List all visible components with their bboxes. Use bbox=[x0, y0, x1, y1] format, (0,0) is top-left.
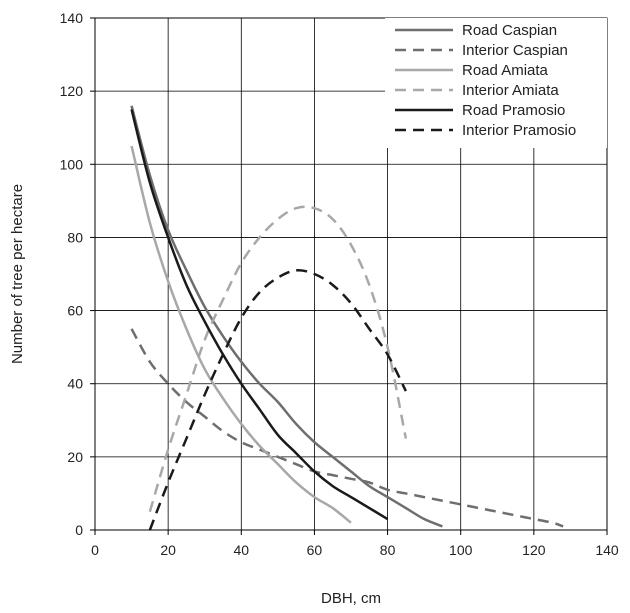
legend-label-interior-caspian: Interior Caspian bbox=[462, 42, 568, 59]
y-tick-label: 20 bbox=[67, 449, 83, 465]
legend-label-road-caspian: Road Caspian bbox=[462, 22, 557, 39]
y-axis-title: Number of tree per hectare bbox=[9, 184, 26, 364]
x-tick-label: 20 bbox=[160, 542, 176, 558]
y-tick-label: 120 bbox=[60, 83, 84, 99]
x-tick-label: 80 bbox=[380, 542, 396, 558]
series-line-road-amiata bbox=[130, 145, 352, 524]
series-line-interior-amiata bbox=[148, 205, 408, 513]
x-tick-label: 0 bbox=[91, 542, 99, 558]
x-tick-label: 120 bbox=[522, 542, 546, 558]
series-line-interior-pramosio bbox=[148, 268, 407, 531]
legend-label-road-pramosio: Road Pramosio bbox=[462, 102, 565, 119]
x-tick-label: 40 bbox=[233, 542, 249, 558]
series-line-road-caspian bbox=[130, 105, 443, 528]
y-tick-label: 100 bbox=[60, 156, 84, 172]
y-tick-label: 80 bbox=[67, 229, 83, 245]
series-line-interior-caspian bbox=[130, 328, 564, 528]
x-axis-title: DBH, cm bbox=[321, 590, 381, 607]
tick-labels: 0 20 40 60 80 100 120 140 0 20 40 60 80 100 120 140 bbox=[60, 10, 619, 558]
x-tick-label: 140 bbox=[595, 542, 619, 558]
y-tick-label: 0 bbox=[75, 522, 83, 538]
legend: Road Caspian Interior Caspian Road Amiata I… bbox=[385, 18, 607, 148]
y-tick-label: 140 bbox=[60, 10, 84, 26]
legend-label-interior-pramosio: Interior Pramosio bbox=[462, 122, 576, 139]
series-line-road-pramosio bbox=[130, 109, 389, 521]
legend-label-road-amiata: Road Amiata bbox=[462, 62, 549, 79]
x-tick-label: 60 bbox=[307, 542, 323, 558]
y-tick-label: 60 bbox=[67, 303, 83, 319]
x-tick-label: 100 bbox=[449, 542, 473, 558]
plot-frame bbox=[94, 17, 608, 531]
series-group bbox=[130, 105, 564, 531]
y-tick-label: 40 bbox=[67, 376, 83, 392]
axes bbox=[90, 17, 608, 535]
legend-label-interior-amiata: Interior Amiata bbox=[462, 82, 559, 99]
legend-box bbox=[385, 18, 607, 148]
